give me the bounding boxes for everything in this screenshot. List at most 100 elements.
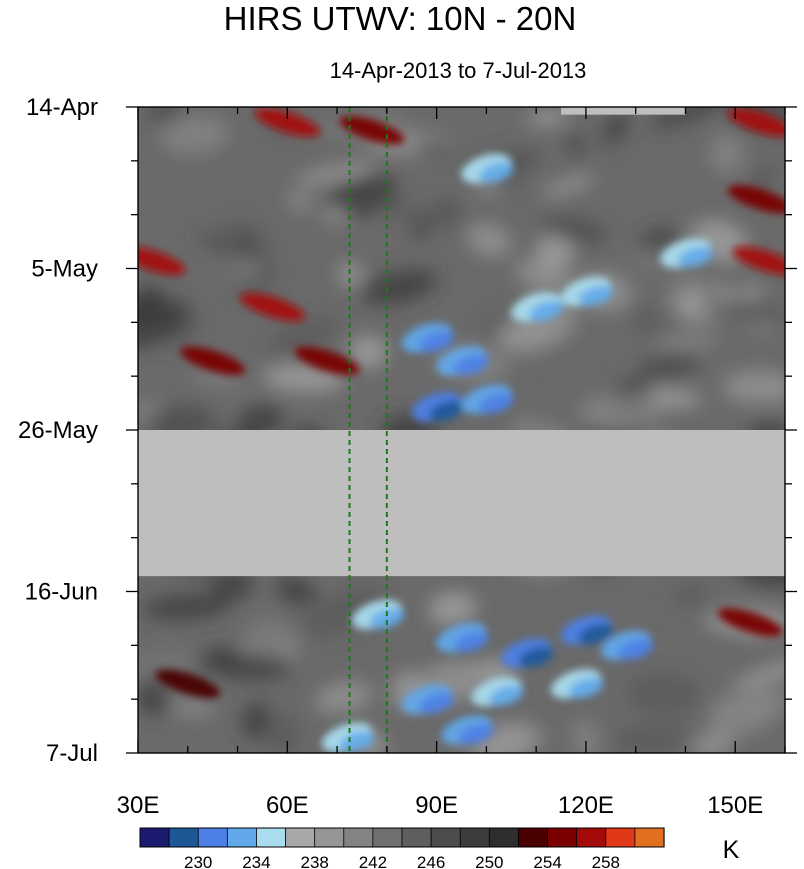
contour-cell: [721, 370, 785, 404]
contour-cell: [701, 287, 726, 320]
y-tick-label-26-May: 26-May: [18, 417, 98, 444]
contour-cell: [542, 175, 594, 197]
data-feature-0: [254, 108, 320, 137]
contour-cell: [632, 247, 668, 269]
data-feature-core-16: [454, 354, 489, 376]
contour-cell: [287, 192, 313, 211]
colorbar-swatch-4: [256, 827, 287, 848]
contour-cell: [160, 116, 229, 154]
contour-cell: [709, 133, 744, 174]
data-feature-core-27: [568, 677, 604, 699]
feature-layer: [138, 108, 785, 753]
contour-cell: [301, 587, 382, 638]
x-tick-label-90E: 90E: [415, 792, 458, 819]
contour-cell: [466, 222, 512, 257]
colorbar-swatch-6: [314, 827, 345, 848]
contour-cell: [241, 701, 272, 740]
chart-title: HIRS UTWV: 10N - 20N: [224, 0, 577, 37]
y-tick-label-16-Jun: 16-Jun: [25, 579, 98, 606]
contour-texture: [138, 107, 785, 753]
colorbar-swatch-17: [634, 827, 665, 848]
colorbar-swatch-12: [488, 827, 520, 848]
contour-cell: [348, 334, 388, 370]
contour-cell: [189, 369, 243, 388]
missing-data-0: [138, 430, 785, 577]
contour-cell: [276, 574, 319, 606]
colorbar-frame: [139, 827, 665, 848]
contour-cell: [214, 653, 292, 681]
contour-cell: [579, 392, 662, 430]
contour-cell: [252, 223, 285, 259]
contour-cell: [655, 338, 711, 352]
colorbar-swatch-8: [372, 827, 403, 848]
contour-cell: [360, 269, 438, 305]
contour-cell: [266, 317, 341, 356]
x-tick-label-30E: 30E: [117, 792, 160, 819]
missing-data-layer: [138, 107, 785, 577]
contour-cell: [545, 338, 631, 387]
colorbar-label-234: 234: [242, 853, 270, 869]
data-feature-7: [180, 346, 246, 375]
data-feature-core-19: [369, 608, 405, 629]
contour-cell: [650, 107, 727, 128]
data-feature-core-11: [479, 162, 514, 183]
contour-cell: [142, 594, 232, 621]
data-feature-6: [732, 246, 785, 275]
colorbar-swatch-9: [401, 827, 432, 848]
contour-cell: [267, 714, 301, 753]
contour-cell: [381, 199, 415, 218]
data-feature-core-28: [339, 731, 375, 752]
data-feature-core-25: [459, 723, 494, 745]
y-tick-label-5-May: 5-May: [31, 256, 98, 283]
contour-cell: [294, 162, 376, 185]
colorbar-label-238: 238: [301, 853, 329, 869]
colorbar-swatch-7: [343, 827, 374, 848]
contour-cell: [736, 283, 764, 301]
contour-cell: [677, 313, 726, 341]
data-feature-core-24: [419, 692, 455, 714]
contour-cell: [323, 205, 348, 225]
data-feature-core-14: [678, 246, 713, 268]
chart-subtitle: 14-Apr-2013 to 7-Jul-2013: [330, 58, 587, 83]
contour-cell: [410, 211, 433, 242]
axes: 30E 60E 90E 120E 150E 14-Apr 5-May 26-May 16-Jun…: [18, 94, 797, 819]
colorbar-swatch-10: [430, 827, 461, 848]
colorbar-swatch-11: [459, 827, 490, 848]
data-feature-4: [138, 246, 186, 275]
contour-cell: [228, 253, 263, 283]
colorbar-swatch-15: [576, 827, 607, 848]
contour-cell: [612, 723, 692, 753]
x-tick-label-150E: 150E: [707, 792, 763, 819]
colorbar-swatch-13: [518, 827, 549, 848]
data-feature-8: [294, 346, 360, 375]
data-feature-core-15: [419, 331, 455, 352]
data-feature-core-18: [479, 392, 514, 414]
contour-cell: [428, 591, 477, 626]
data-feature-core-12: [528, 300, 564, 322]
data-feature-9: [155, 669, 221, 698]
colorbar-label-258: 258: [592, 853, 620, 869]
colorbar-label-246: 246: [417, 853, 445, 869]
contour-cell: [551, 159, 575, 187]
colorbar-swatch-2: [197, 827, 228, 848]
y-tick-label-14-Apr: 14-Apr: [26, 94, 98, 121]
contour-cell: [248, 614, 285, 650]
data-feature-10: [717, 608, 783, 637]
data-feature-core-22: [578, 623, 614, 645]
colorbar-label-230: 230: [184, 853, 212, 869]
colorbar-swatch-3: [226, 827, 258, 848]
colorbar-swatch-14: [547, 827, 578, 848]
contour-cell: [534, 235, 575, 271]
colorbar-swatch-1: [168, 827, 199, 848]
colorbar-swatch-16: [605, 827, 636, 848]
data-feature-core-26: [488, 685, 524, 706]
contour-cell: [636, 348, 702, 384]
data-feature-5: [239, 292, 305, 322]
colorbar-swatch-5: [285, 827, 316, 848]
contour-cell: [138, 299, 190, 349]
colorbar: 230 234 238 242 246 250 254 258: [139, 827, 665, 869]
contour-cell: [475, 724, 543, 753]
contour-cell: [338, 261, 362, 287]
data-feature-core-13: [578, 285, 614, 306]
